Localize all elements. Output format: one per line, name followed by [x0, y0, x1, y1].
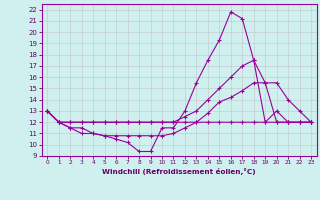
X-axis label: Windchill (Refroidissement éolien,°C): Windchill (Refroidissement éolien,°C)	[102, 168, 256, 175]
